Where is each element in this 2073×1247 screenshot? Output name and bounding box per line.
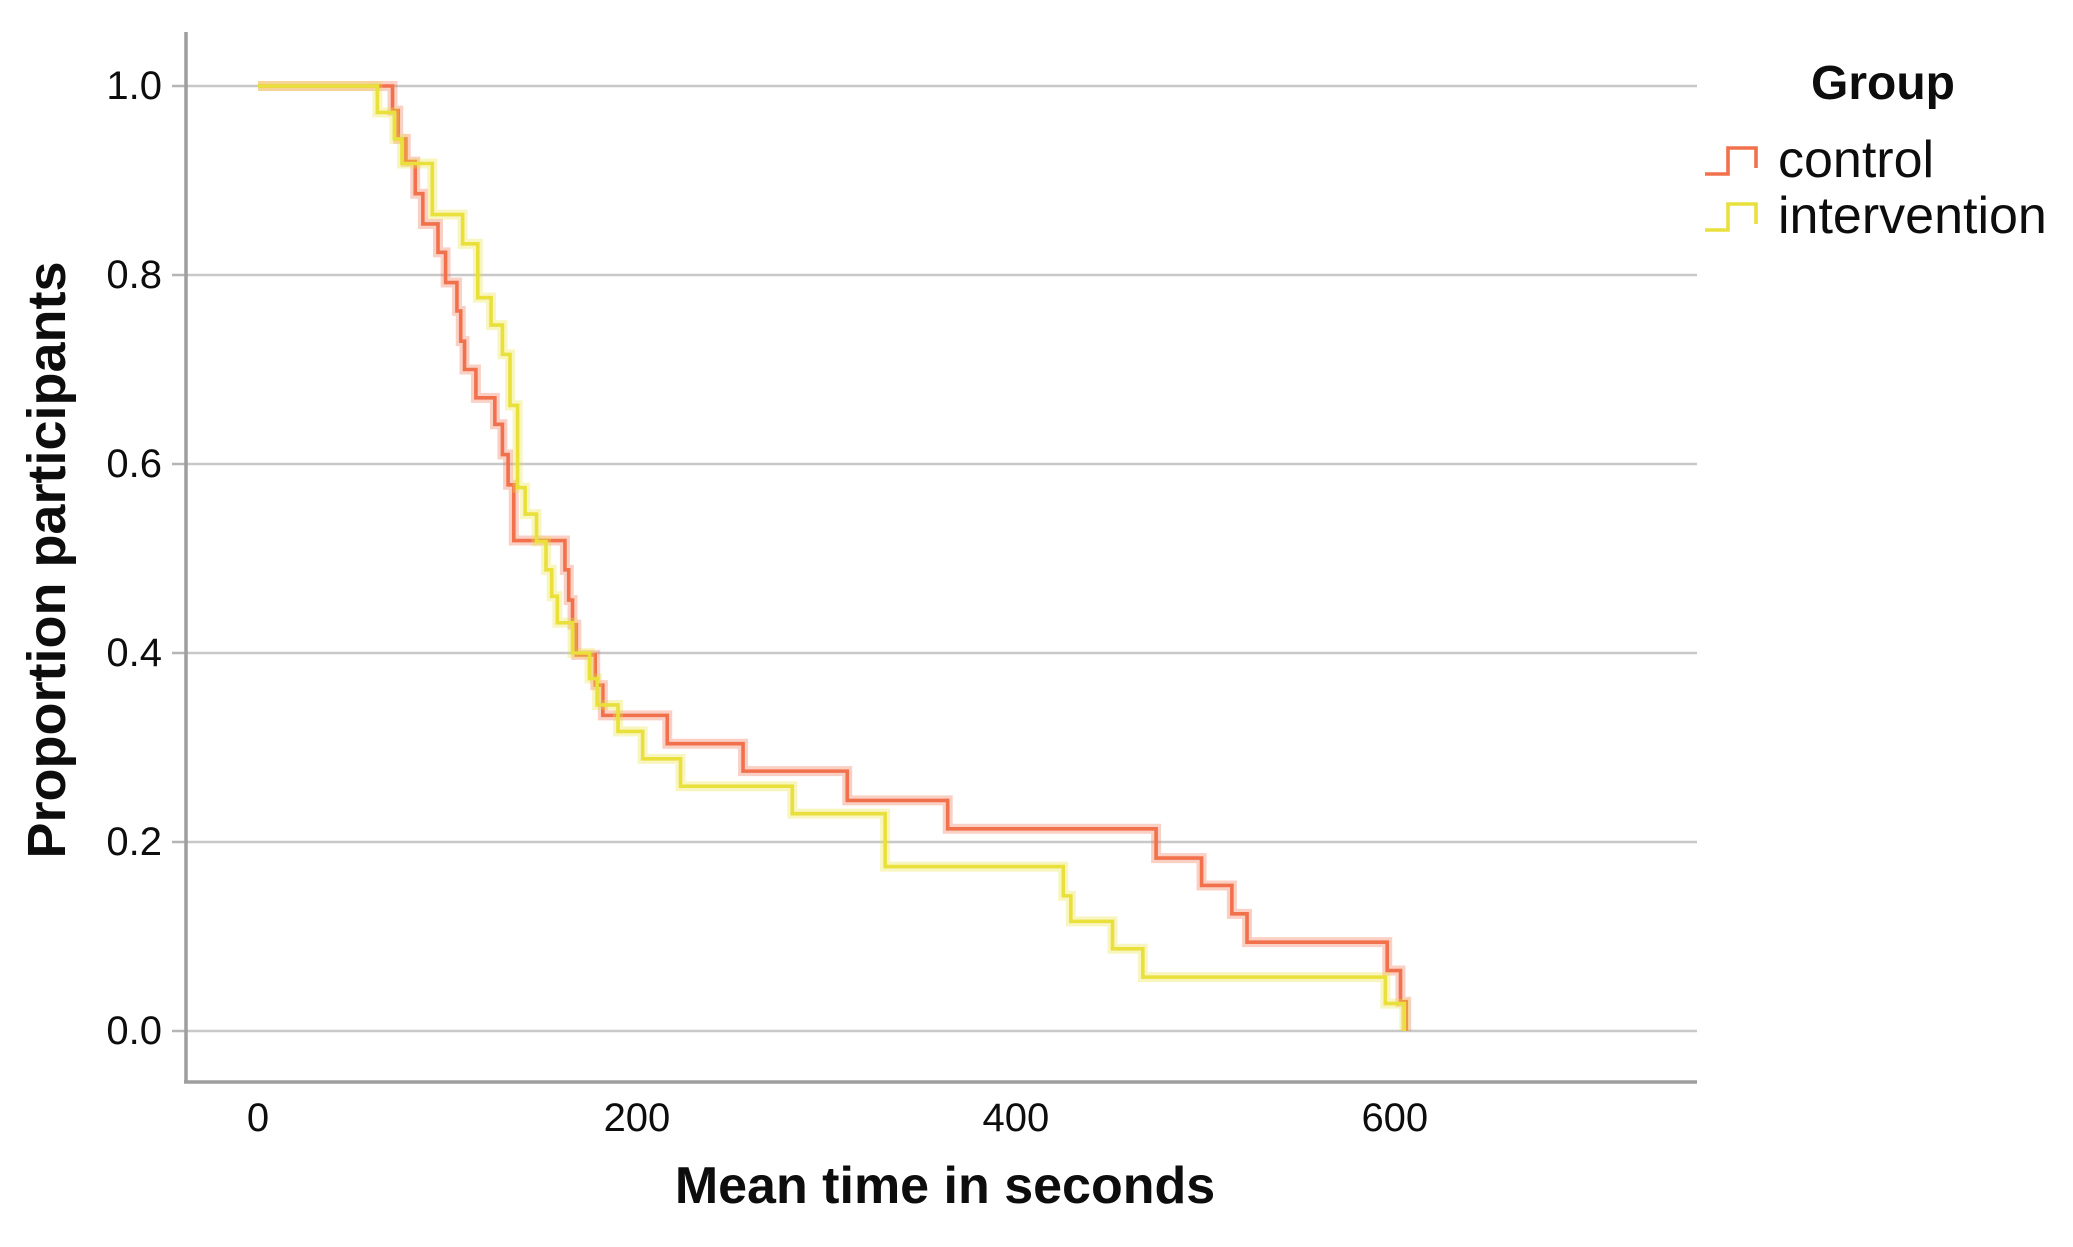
y-tick-label-0.0: 0.0 bbox=[106, 1009, 162, 1053]
legend-step-glyph bbox=[1705, 146, 1758, 176]
y-tick-label-0.6: 0.6 bbox=[106, 442, 162, 486]
x-tick-label-600: 600 bbox=[1361, 1096, 1429, 1140]
y-tick-label-1.0: 1.0 bbox=[106, 64, 162, 108]
y-axis-title: Proportion participants bbox=[17, 261, 77, 859]
x-tick-label-400: 400 bbox=[982, 1096, 1050, 1140]
curve-intervention bbox=[258, 84, 1407, 1031]
legend-title: Group bbox=[1811, 57, 1955, 110]
x-tick-label-200: 200 bbox=[603, 1096, 671, 1140]
x-tick-label-0: 0 bbox=[246, 1096, 270, 1140]
x-axis-title: Mean time in seconds bbox=[674, 1157, 1216, 1215]
y-tick-label-0.2: 0.2 bbox=[106, 820, 162, 864]
legend-item-intervention: intervention bbox=[1702, 190, 2047, 242]
curve-halo-control bbox=[258, 81, 1412, 1031]
legend-label-intervention: intervention bbox=[1778, 187, 2047, 245]
legend-item-control: control bbox=[1702, 134, 1934, 186]
y-tick-label-0.4: 0.4 bbox=[106, 631, 162, 675]
legend-label-control: control bbox=[1778, 131, 1935, 189]
curve-control bbox=[258, 84, 1408, 1031]
legend-step-line-icon-control bbox=[1705, 146, 1758, 176]
legend-step-line-icon-intervention bbox=[1705, 202, 1758, 232]
legend-step-glyph bbox=[1705, 202, 1758, 232]
y-tick-label-0.8: 0.8 bbox=[106, 253, 162, 297]
